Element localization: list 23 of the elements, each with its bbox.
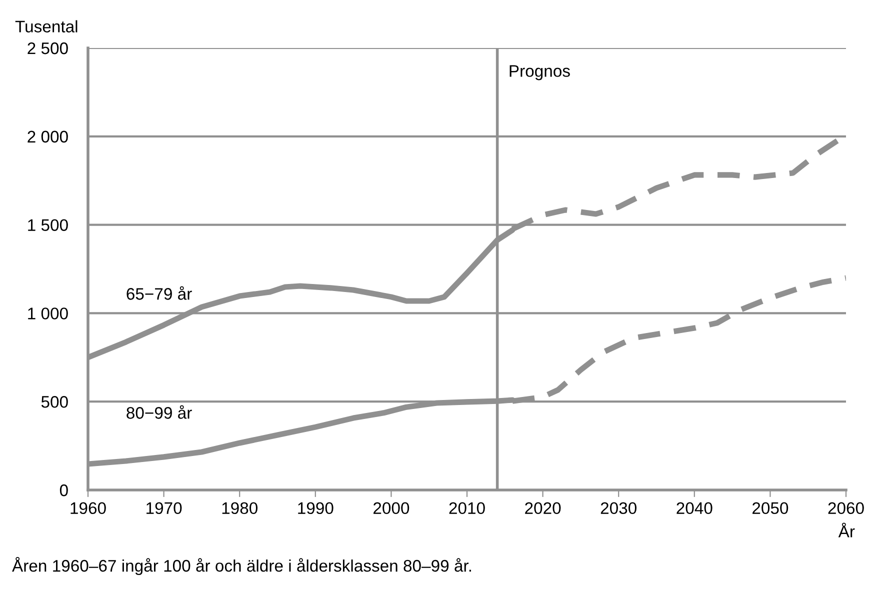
text: Åren 1960–67 ingår 100 år och äldre i åldersklassen 80–99 år. — [12, 556, 471, 576]
y-tick-label: 500 — [41, 396, 68, 408]
y-tick-label: 2 500 — [28, 42, 68, 54]
x-tick-label: 2010 — [449, 502, 485, 514]
ref-line-label: Prognos — [510, 65, 570, 80]
x-tick-label: 1970 — [146, 502, 182, 514]
x-tick-label: 2000 — [374, 502, 410, 514]
x-tick-label: 2040 — [676, 502, 712, 514]
y-axis-title: Tusental — [15, 20, 78, 32]
x-axis-title: År — [838, 522, 855, 538]
x-tick-label: 1960 — [70, 502, 106, 514]
text: 80−99 år — [126, 405, 192, 419]
y-tick-label: 0 — [60, 484, 68, 496]
x-tick-label: 2020 — [525, 502, 561, 514]
x-tick-label: 1990 — [298, 502, 334, 514]
x-tick-label: 1980 — [222, 502, 258, 514]
y-tick-label: 1 000 — [28, 308, 68, 320]
series-label: 65−79 år — [126, 286, 192, 300]
x-tick-label: 2060 — [828, 502, 864, 514]
y-tick-label: 2 000 — [28, 130, 68, 143]
x-tick-label: 2030 — [600, 502, 636, 514]
x-tick-label: 2050 — [752, 502, 788, 514]
y-tick-label: 1 500 — [28, 219, 68, 232]
